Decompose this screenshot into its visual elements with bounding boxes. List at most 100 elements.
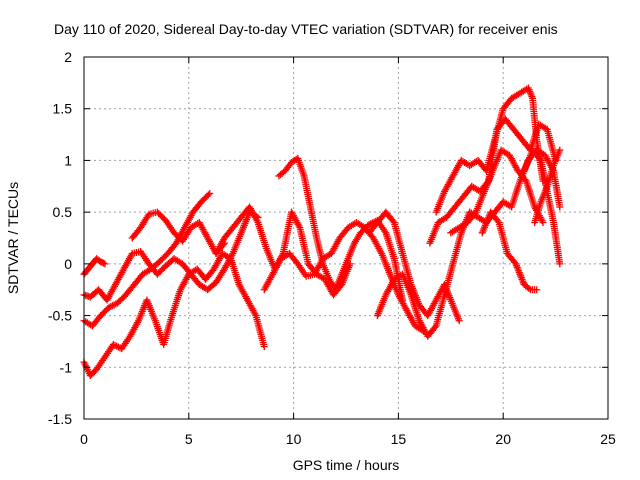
data-point <box>516 177 524 185</box>
data-point <box>516 89 524 97</box>
data-point <box>164 250 172 258</box>
data-point <box>449 260 457 268</box>
data-point <box>432 208 440 216</box>
data-point <box>147 265 155 273</box>
data-point <box>294 154 302 162</box>
data-point <box>344 224 352 232</box>
data-point <box>128 234 136 242</box>
data-point <box>499 198 507 206</box>
series-arc-7 <box>277 155 406 302</box>
data-point <box>441 291 449 299</box>
data-point <box>197 198 205 206</box>
trace-marker <box>113 342 121 350</box>
y-tick-label: 1 <box>64 152 72 168</box>
data-point <box>556 146 564 154</box>
trace-marker <box>536 155 544 163</box>
series-arc-9 <box>366 210 462 323</box>
data-point <box>95 286 103 294</box>
data-point <box>193 265 201 273</box>
data-point <box>457 156 465 164</box>
data-point <box>390 218 398 226</box>
data-point <box>478 229 486 237</box>
data-point <box>105 303 113 311</box>
data-point <box>338 270 346 278</box>
data-point <box>306 203 314 211</box>
data-point <box>162 262 170 270</box>
data-point <box>229 224 237 232</box>
data-point <box>114 299 122 307</box>
data-point <box>130 281 138 289</box>
data-point <box>252 312 260 320</box>
data-point <box>179 260 187 268</box>
data-point <box>495 218 503 226</box>
x-tick-label: 20 <box>495 431 511 447</box>
data-point <box>378 250 386 258</box>
data-point <box>550 162 558 170</box>
data-point <box>162 216 170 224</box>
data-point <box>426 239 434 247</box>
data-point <box>153 270 161 278</box>
data-point <box>327 250 335 258</box>
data-point <box>516 270 524 278</box>
axis-ticks: 0 5 10 15 20 25 -1.5 -1 -0.5 0 0.5 1 1.5 2 <box>48 49 616 447</box>
data-point <box>229 250 237 258</box>
data-point <box>466 208 474 216</box>
data-point <box>480 187 488 195</box>
data-point <box>120 265 128 273</box>
data-point <box>329 291 337 299</box>
data-point <box>210 265 218 273</box>
data-point <box>204 286 212 294</box>
data-point <box>399 270 407 278</box>
trace-marker <box>109 302 117 310</box>
data-point <box>539 218 547 226</box>
data-point <box>449 172 457 180</box>
grid <box>84 57 608 419</box>
data-point <box>512 260 520 268</box>
data-point <box>526 286 534 294</box>
data-point <box>170 255 178 263</box>
data-point <box>411 322 419 330</box>
data-point <box>88 260 96 268</box>
data-point <box>474 213 482 221</box>
data-point <box>243 296 251 304</box>
data-point <box>246 203 254 211</box>
data-point <box>204 234 212 242</box>
data-point <box>407 291 415 299</box>
data-point <box>390 275 398 283</box>
data-point <box>487 208 495 216</box>
trace-marker <box>389 217 397 225</box>
data-point <box>160 341 168 349</box>
data-point <box>170 229 178 237</box>
data-point <box>300 172 308 180</box>
data-point <box>109 341 117 349</box>
data-point <box>128 250 136 258</box>
trace-marker <box>204 191 212 199</box>
y-axis-title: SDTVAR / TECUs <box>5 182 21 294</box>
series-arc-16 <box>531 148 563 224</box>
data-point <box>529 146 537 154</box>
data-point <box>550 218 558 226</box>
data-point <box>294 260 302 268</box>
trace-marker <box>110 301 118 309</box>
data-point <box>529 94 537 102</box>
data-point <box>537 156 545 164</box>
data-point <box>302 272 310 280</box>
y-tick-label: 0.5 <box>53 204 73 220</box>
data-point <box>499 105 507 113</box>
data-point <box>365 221 373 229</box>
data-point <box>101 260 109 268</box>
data-point <box>206 190 214 198</box>
data-point <box>187 270 195 278</box>
data-point <box>508 203 516 211</box>
x-tick-label: 15 <box>391 431 407 447</box>
data-point <box>304 260 312 268</box>
data-point <box>543 182 551 190</box>
data-point <box>497 146 505 154</box>
data-point <box>472 208 480 216</box>
data-point <box>432 322 440 330</box>
data-point <box>336 234 344 242</box>
y-tick-label: -1.5 <box>48 411 72 427</box>
y-tick-label: -0.5 <box>48 308 72 324</box>
data-point <box>556 260 564 268</box>
data-point <box>118 345 126 353</box>
